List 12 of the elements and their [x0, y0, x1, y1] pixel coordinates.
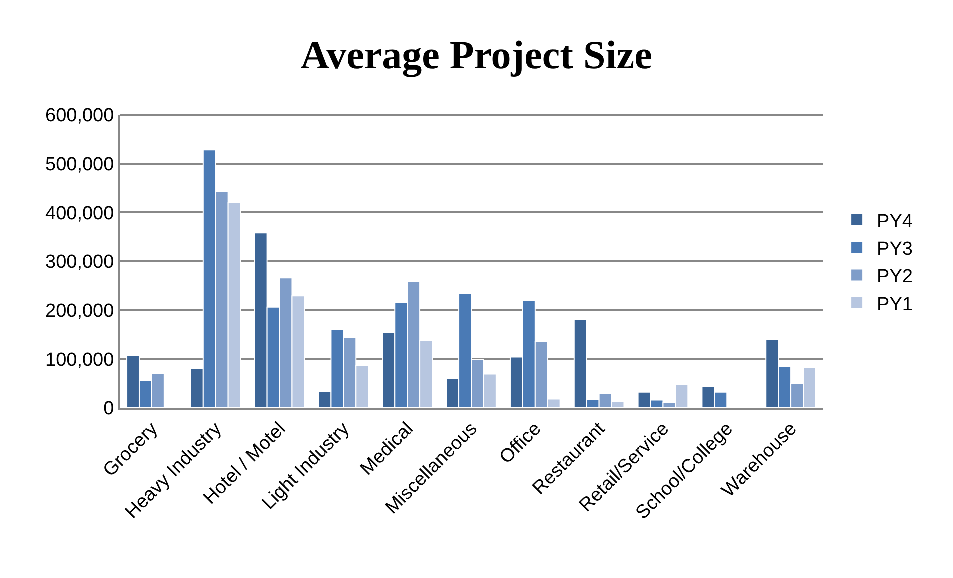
- y-tick-label: 600,000: [46, 106, 114, 127]
- chart-title: Average Project Size: [300, 32, 652, 78]
- y-tick-label: 300,000: [46, 252, 114, 274]
- y-tick-label: 100,000: [46, 350, 114, 371]
- y-tick-label: 0: [104, 398, 114, 420]
- y-tick-label: 200,000: [46, 300, 114, 322]
- y-tick-label: 400,000: [46, 203, 114, 224]
- legend-label: PY2: [877, 266, 913, 288]
- legend-label: PY3: [877, 238, 913, 260]
- legend-label: PY4: [877, 211, 914, 232]
- legend-label: PY1: [877, 294, 913, 316]
- y-tick-label: 500,000: [46, 154, 114, 176]
